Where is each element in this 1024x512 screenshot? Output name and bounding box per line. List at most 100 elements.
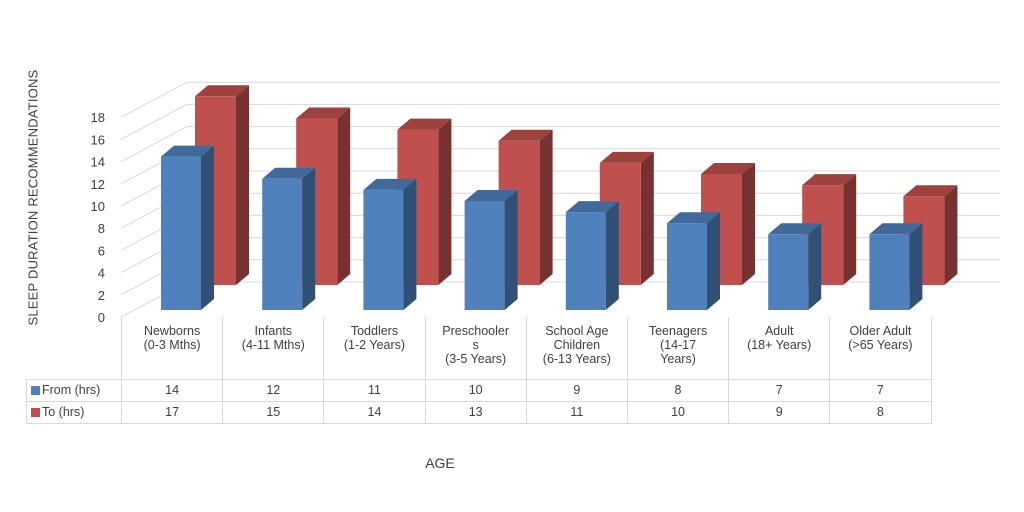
category-label: Adult (18+ Years) [728,317,831,380]
table-corner [27,317,122,380]
data-label: 10 [626,401,730,424]
bar-to-side [337,107,351,285]
y-tick-label: 0 [98,310,105,325]
bar-from [161,156,201,310]
bar-to-top [195,85,249,97]
category-label-line: s [472,338,479,352]
bar-from-top [262,167,316,179]
data-label: 11 [323,379,426,402]
data-label: 12 [222,379,325,402]
category-label-line: Older Adult [849,324,912,338]
bar-from-side [302,167,316,310]
chart-data-table: Newborns (0-3 Mths) Infants (4-11 Mths) Todd… [26,317,932,424]
data-label: 9 [525,379,628,402]
data-label: 13 [424,401,527,424]
y-tick-label: 6 [98,243,105,258]
category-label-line: Infants [254,324,293,338]
bar-from [262,178,303,310]
data-label: 10 [424,379,527,402]
bar-from-side [504,190,518,310]
bar-from [464,201,505,310]
bar-to-top [498,129,553,141]
data-label: 8 [626,379,730,402]
category-label-line: Teenagers [648,324,708,338]
data-label: 9 [728,401,831,424]
gridline [120,148,1000,185]
data-label: 7 [829,379,932,402]
category-label-line: (0-3 Mths) [143,338,201,352]
bar-to-side [944,185,958,285]
y-tick-label: 2 [98,288,105,303]
bar-from-top [565,201,619,213]
category-label: Teenagers (14-17 Years) [626,317,730,380]
bar-from-side [605,201,619,310]
category-label-line: Newborns [143,324,201,338]
category-label: School Age Children (6-13 Years) [525,317,628,380]
legend-from: From (hrs) [26,379,122,402]
bar-from [667,223,707,310]
bar-from-side [707,212,720,310]
bar-from [768,234,809,310]
y-axis-title: SLEEP DURATION RECOMMENDATIONS [25,69,41,326]
data-label: 8 [829,401,932,424]
category-label-row: Newborns (0-3 Mths) Infants (4-11 Mths) Todd… [27,317,932,380]
category-label: Preschooler s (3-5 Years) [424,317,527,380]
gridline [120,259,1000,296]
y-tick-label: 4 [98,266,105,281]
gridline [120,281,1000,318]
category-label-line: (>65 Years) [848,338,913,352]
category-label-line: Preschooler [442,324,509,338]
table-row-from: From (hrs) 14 12 11 10 9 8 7 7 [26,379,932,402]
gridline [120,192,1000,229]
category-label: Toddlers (1-2 Years) [323,317,426,380]
gridline [120,103,1000,140]
series-from-bars [161,145,923,310]
category-label-line: School Age [545,324,609,338]
bar-from [363,189,404,310]
category-label-line: Toddlers [350,324,399,338]
data-label: 11 [525,401,628,424]
gridline [120,214,1000,251]
data-label: 7 [728,379,831,402]
data-label: 15 [222,401,325,424]
category-label: Older Adult (>65 Years) [829,317,932,380]
bar-to-side [843,174,857,285]
x-axis-title: AGE [425,455,455,471]
category-label-line: (1-2 Years) [343,338,406,352]
bar-to-top [802,174,857,186]
bar-to-top [296,107,351,119]
bar-from [869,234,910,310]
table-row-to: To (hrs) 17 15 14 13 11 10 9 8 [26,401,932,424]
category-label-line: Adult [764,324,794,338]
gridline [120,126,1000,163]
legend-key-to [31,408,40,417]
category-label: Newborns (0-3 Mths) [120,317,224,380]
bar-to-top [903,185,958,197]
bar-to-side [236,85,249,285]
bar-to-top [599,151,654,163]
bar-from-top [161,145,214,157]
bar-from-top [464,190,518,201]
category-label-line: Years) [660,352,696,366]
category-label: Infants (4-11 Mths) [222,317,325,380]
y-tick-label: 12 [91,177,105,192]
bar-to-top [397,118,452,130]
legend-label-from: From (hrs) [42,383,101,397]
data-label: 14 [120,379,224,402]
series-to-bars [195,85,958,285]
chart-gridlines [120,81,1000,318]
legend-to: To (hrs) [26,401,122,424]
bar-from-side [808,223,822,310]
y-axis-tick-labels: 0 2 4 6 8 10 12 14 16 18 [91,110,105,325]
data-label: 17 [120,401,224,424]
y-tick-label: 18 [91,110,105,125]
bar-from-side [201,145,214,310]
bar-from-top [768,223,822,235]
data-label: 14 [323,401,426,424]
bar-to-side [742,163,755,285]
bar-from-top [869,223,923,235]
y-tick-label: 10 [91,199,105,214]
category-label-line: (6-13 Years) [542,352,611,366]
category-label-line: Children [553,338,601,352]
